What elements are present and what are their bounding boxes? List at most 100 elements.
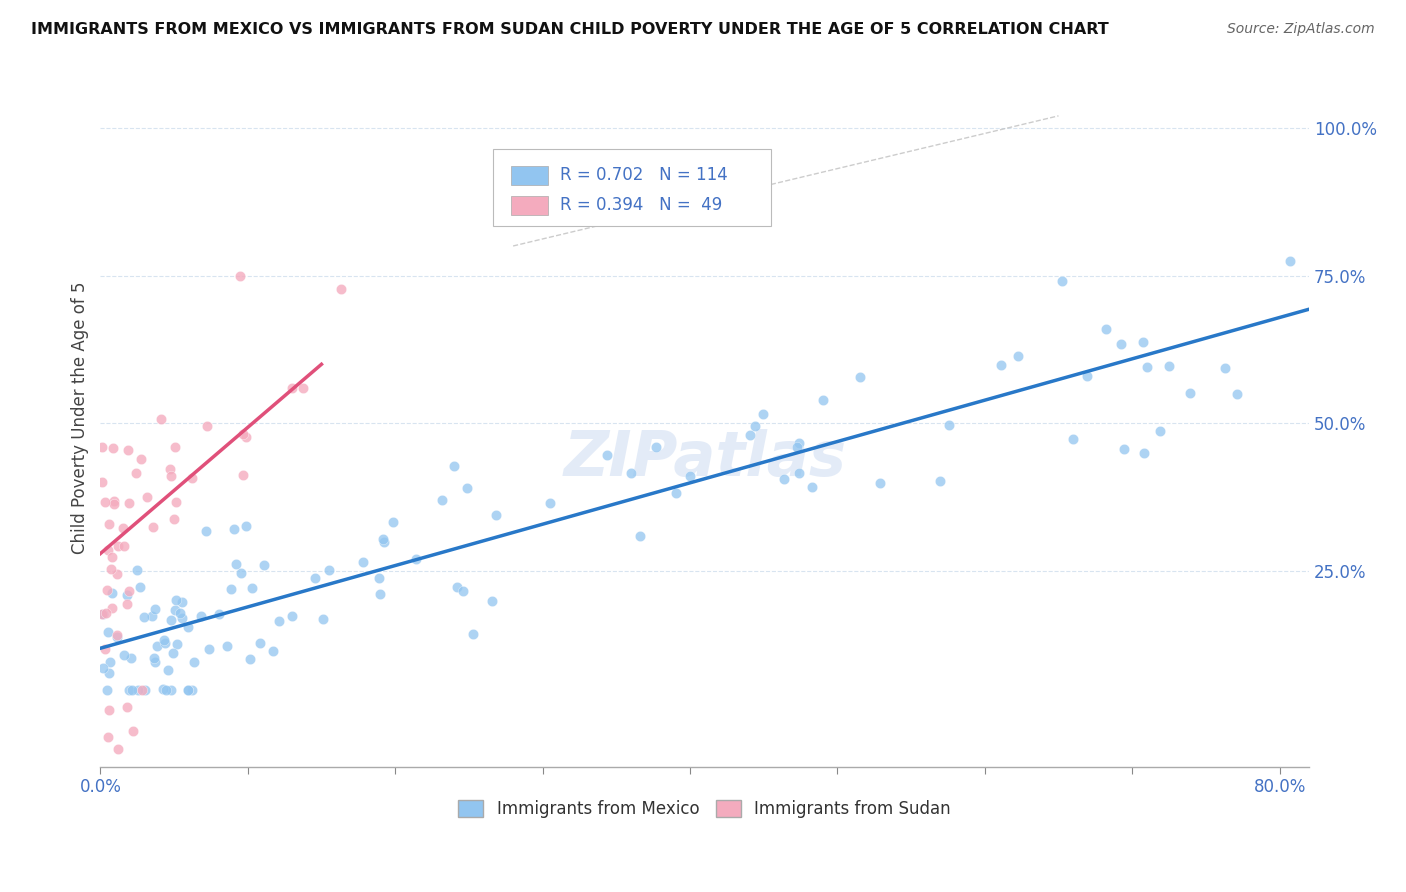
Point — [484, 508, 506, 522]
Point — [121, 682, 143, 697]
Point — [267, 614, 290, 628]
Legend: Immigrants from Mexico, Immigrants from Sudan: Immigrants from Mexico, Immigrants from … — [451, 793, 957, 824]
Point — [165, 495, 187, 509]
Point — [665, 486, 688, 500]
Point — [318, 563, 340, 577]
Y-axis label: Child Poverty Under the Age of 5: Child Poverty Under the Age of 5 — [72, 281, 89, 554]
Point — [105, 627, 128, 641]
Point — [253, 558, 276, 573]
Point — [368, 587, 391, 601]
Point — [367, 571, 389, 585]
Point — [96, 682, 118, 697]
Point — [281, 381, 304, 395]
Point — [94, 606, 117, 620]
Point — [239, 652, 262, 666]
Point — [224, 522, 246, 536]
Point — [163, 603, 186, 617]
Point — [1095, 322, 1118, 336]
Point — [120, 651, 142, 665]
Point — [159, 462, 181, 476]
Point — [155, 682, 177, 697]
Point — [100, 550, 122, 565]
Point — [107, 539, 129, 553]
Point — [177, 682, 200, 697]
Point — [165, 441, 187, 455]
Point — [91, 607, 114, 622]
Point — [93, 642, 115, 657]
Point — [97, 517, 120, 532]
Point — [146, 639, 169, 653]
Point — [141, 609, 163, 624]
Point — [990, 359, 1012, 373]
Point — [1132, 334, 1154, 349]
Point — [801, 480, 824, 494]
Point — [150, 412, 173, 426]
Point — [129, 580, 152, 594]
Point — [103, 493, 125, 508]
Point — [596, 448, 619, 462]
Point — [143, 650, 166, 665]
Point — [143, 602, 166, 616]
Point — [163, 512, 186, 526]
Point — [1279, 253, 1302, 268]
Point — [132, 609, 155, 624]
Point — [134, 682, 156, 697]
Point — [195, 524, 218, 538]
Point — [166, 637, 188, 651]
Point — [129, 451, 152, 466]
Point — [1007, 349, 1029, 363]
Text: R = 0.702   N = 114: R = 0.702 N = 114 — [560, 166, 727, 184]
Point — [90, 475, 112, 490]
Point — [162, 646, 184, 660]
Point — [152, 632, 174, 647]
Point — [1062, 432, 1084, 446]
Point — [235, 430, 257, 444]
Point — [628, 528, 651, 542]
Point — [1178, 386, 1201, 401]
Point — [153, 636, 176, 650]
Point — [91, 661, 114, 675]
Point — [181, 471, 204, 485]
Point — [215, 640, 238, 654]
Point — [773, 472, 796, 486]
Point — [291, 381, 314, 395]
Point — [645, 440, 668, 454]
Text: ZIPatlas: ZIPatlas — [564, 429, 846, 490]
Point — [127, 563, 149, 577]
Text: Source: ZipAtlas.com: Source: ZipAtlas.com — [1227, 22, 1375, 37]
Point — [304, 571, 326, 585]
Point — [170, 611, 193, 625]
Point — [142, 520, 165, 534]
Point — [620, 466, 643, 480]
Point — [231, 468, 253, 483]
Point — [538, 496, 561, 510]
Point — [1213, 361, 1236, 376]
Point — [97, 624, 120, 639]
Point — [929, 474, 952, 488]
Point — [240, 581, 263, 595]
Point — [118, 583, 141, 598]
Point — [160, 469, 183, 483]
Point — [1076, 368, 1098, 383]
Point — [1157, 359, 1180, 373]
Point — [1050, 274, 1073, 288]
Point — [744, 419, 766, 434]
Point — [117, 443, 139, 458]
Point — [1226, 387, 1249, 401]
Point — [786, 441, 808, 455]
Point — [849, 370, 872, 384]
Point — [190, 609, 212, 624]
Point — [312, 612, 335, 626]
Point — [103, 497, 125, 511]
Point — [112, 648, 135, 662]
Point — [152, 682, 174, 697]
Point — [249, 635, 271, 649]
Point — [98, 655, 121, 669]
Point — [107, 741, 129, 756]
Point — [195, 419, 218, 434]
Point — [262, 644, 284, 658]
Point — [463, 627, 485, 641]
Point — [103, 442, 125, 456]
Point — [91, 440, 114, 454]
Point — [229, 566, 252, 580]
